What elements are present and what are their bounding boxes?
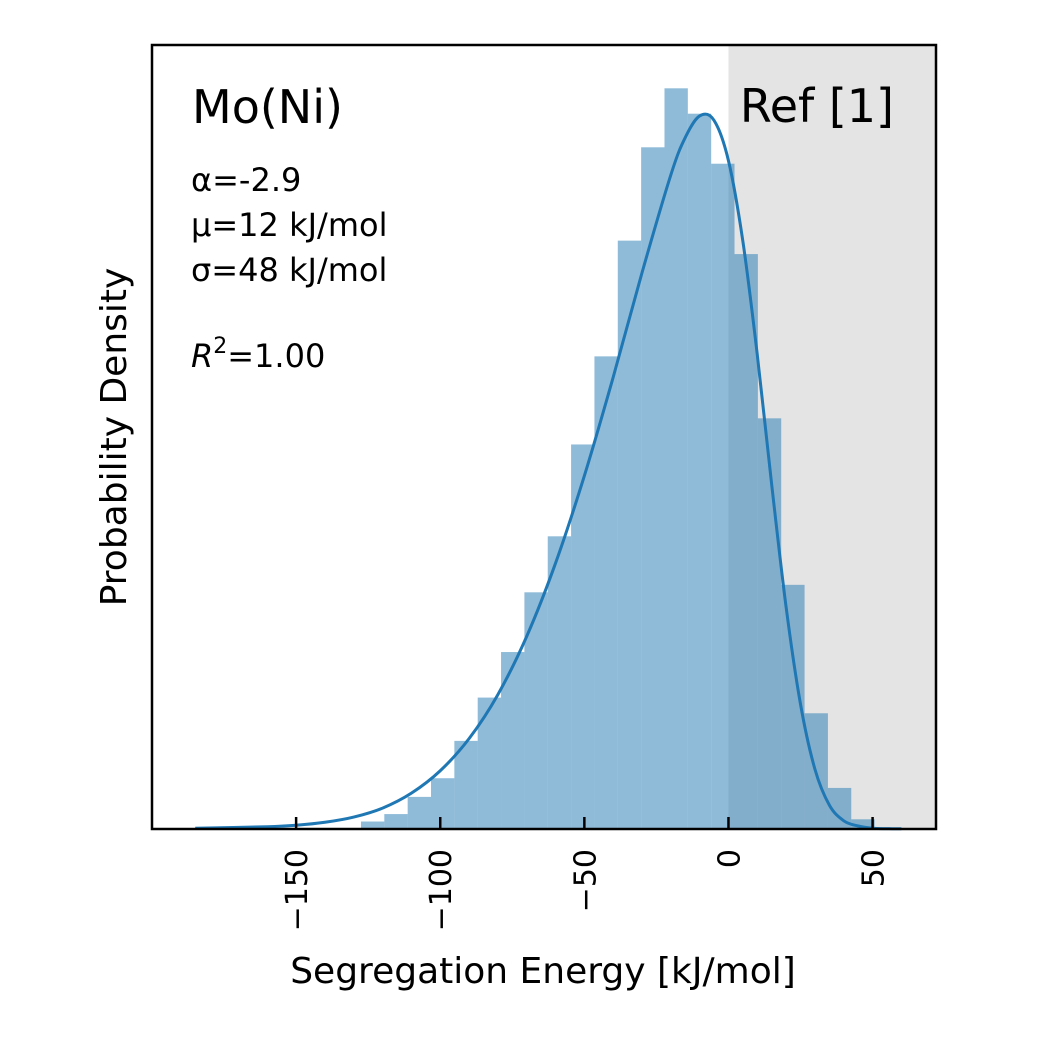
y-axis-label: Probability Density (94, 268, 135, 607)
mu-annotation: μ=12 kJ/mol (191, 206, 387, 244)
histogram-bar (664, 88, 688, 830)
x-tick-label: −150 (280, 849, 315, 931)
chart-title: Mo(Ni) (192, 80, 343, 134)
histogram-bar (547, 536, 572, 829)
r-squared-exponent: 2 (213, 334, 227, 359)
histogram-bar (501, 652, 525, 829)
histogram-bar (571, 444, 595, 829)
histogram-bar (781, 584, 805, 829)
x-tick-label: 0 (712, 849, 747, 868)
plot-frame (150, 43, 938, 831)
histogram-bar (851, 819, 875, 829)
fit-curve-line (195, 112, 902, 831)
histogram-bar (384, 814, 408, 829)
histogram-bar (360, 821, 385, 829)
x-tick-label: 50 (857, 849, 892, 887)
histogram-bar (477, 697, 502, 829)
histogram-bar (757, 418, 782, 829)
fit-curve-layer (195, 112, 902, 831)
histogram-bar (594, 356, 618, 829)
histogram-bar (407, 796, 432, 829)
histogram-bar (617, 240, 642, 830)
alpha-annotation: α=-2.9 (191, 161, 301, 199)
x-axis-ticks: −150 −100 −50 0 50 (280, 817, 892, 931)
histogram-bar (431, 778, 455, 829)
x-tick-label: −50 (568, 849, 603, 912)
histogram-bar (454, 740, 478, 829)
histogram-bar (827, 787, 852, 829)
r-squared-value: =1.00 (227, 337, 325, 375)
sigma-annotation: σ=48 kJ/mol (191, 251, 387, 289)
r-squared-annotation: R2=1.00 (191, 334, 325, 375)
histogram-bar (524, 592, 548, 829)
x-tick-label: −100 (424, 849, 459, 931)
r-squared-symbol: R (191, 337, 213, 375)
histogram-bars (360, 88, 875, 830)
x-axis-label: Segregation Energy [kJ/mol] (290, 951, 796, 992)
histogram-bar (641, 147, 665, 829)
histogram-bar (711, 163, 735, 830)
histogram-bar (687, 113, 712, 829)
histogram-bar (734, 254, 758, 830)
ref-region-label: Ref [1] (740, 79, 894, 133)
